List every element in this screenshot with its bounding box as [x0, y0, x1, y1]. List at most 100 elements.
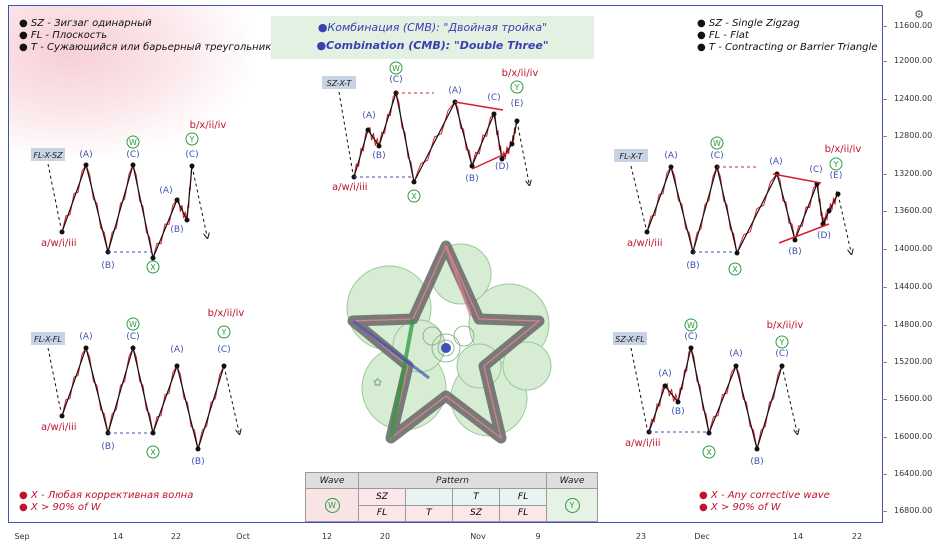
dashed-line: [630, 347, 648, 429]
wave-w-badge: W: [324, 497, 340, 513]
note-item: ● X - Любая коррективная волна: [19, 490, 194, 501]
wave-label: Y: [189, 135, 195, 144]
degree-label: b/x/ii/iv: [767, 320, 804, 331]
y-tick-mark: [882, 437, 887, 438]
pattern-cell: SZ: [358, 488, 406, 506]
degree-label: a/w/i/iii: [41, 238, 77, 249]
wave-label: (A): [729, 349, 742, 359]
x-tick-label: 9: [535, 532, 541, 541]
wave-point: [376, 143, 382, 149]
wave-point: [668, 164, 674, 170]
wave-label: (A): [79, 332, 92, 342]
wave-point: [792, 237, 798, 243]
subwave-line: [493, 113, 503, 160]
dashed-line: [47, 347, 62, 413]
x-tick-label: 22: [170, 532, 182, 541]
title-english: ●Combination (CMB): "Double Three": [316, 39, 549, 52]
subwave-line: [501, 140, 513, 160]
wave-point: [174, 197, 180, 203]
degree-label: a/w/i/iii: [41, 422, 77, 433]
wave-label: X: [150, 263, 156, 272]
subwave-line: [132, 164, 154, 259]
pattern-tag: FL-X-SZ: [33, 151, 63, 160]
wave-label: Y: [779, 338, 785, 347]
wave-label: (B): [686, 261, 699, 271]
wave-line: [61, 162, 193, 261]
wave-point: [491, 111, 497, 117]
wave-point: [174, 363, 180, 369]
price-axis[interactable]: ⚙ 11600.00 12000.00 12400.00 12800.00 13200.…: [882, 0, 932, 521]
wave-label: (D): [495, 162, 509, 172]
subwave-line: [690, 347, 710, 434]
subwave-line: [152, 365, 178, 434]
y-tick-label: 16000.00: [894, 432, 932, 441]
pentagram-emblem: ✿: [346, 240, 552, 444]
wave-circle: [728, 262, 742, 276]
subwave-line: [176, 365, 199, 450]
wave-circle: [775, 335, 789, 349]
wave-label: (A): [769, 157, 782, 167]
wave-label: (B): [465, 174, 478, 184]
x-tick-label: 12: [321, 532, 333, 541]
wave-label: (C): [389, 75, 402, 85]
y-tick-mark: [882, 325, 887, 326]
chart-area[interactable]: ● SZ - Зигзаг одинарный ● FL - Плоскость…: [8, 5, 883, 523]
subwave-line: [648, 385, 666, 433]
x-tick-label: Dec: [694, 532, 710, 541]
pattern-tag-bg: [31, 332, 65, 345]
subwave-line: [378, 92, 397, 147]
legend-russian: ● SZ - Зигзаг одинарный ● FL - Плоскость…: [19, 18, 271, 54]
projection-arrow: [837, 193, 851, 252]
wave-label: W: [713, 139, 721, 148]
subwave-line: [716, 166, 738, 254]
subwave-line: [197, 365, 225, 450]
time-axis[interactable]: Sep 14 22 Oct 12 20 Nov 9 23 Dec 14 22: [0, 522, 932, 550]
wave-label: (C): [684, 332, 697, 342]
wave-label: W: [687, 321, 695, 330]
pattern-tag: SZ-X-FL: [615, 335, 644, 344]
wave-circle: [710, 136, 724, 150]
y-tick-label: 16800.00: [894, 506, 932, 515]
wave-point: [675, 399, 681, 405]
subwave-line: [828, 190, 839, 212]
y-tick-mark: [882, 287, 887, 288]
pattern-table: Wave Pattern Wave W SZ T FL Y FL T SZ FL: [305, 472, 598, 522]
wave-point: [706, 430, 712, 436]
pattern-tag-bg: [614, 149, 648, 162]
wave-label: (C): [809, 165, 822, 175]
gear-icon[interactable]: ⚙: [914, 8, 924, 21]
pattern-cell: FL: [358, 504, 406, 522]
x-tick-label: Sep: [14, 532, 30, 541]
wave-point: [688, 345, 694, 351]
dashed-line: [338, 91, 354, 175]
pattern-tag-bg: [31, 148, 65, 161]
subwave-line: [646, 166, 672, 233]
wave-header-left: Wave: [305, 472, 359, 489]
notes-russian: ● X - Любая коррективная волна ● X > 90%…: [19, 490, 193, 514]
wave-circle: [829, 157, 843, 171]
wave-y-badge: Y: [564, 497, 580, 513]
y-tick-label: 13200.00: [894, 169, 932, 178]
wave-label: Y: [514, 83, 520, 92]
title-box: ●Комбинация (СМВ): "Двойная тройка" ●Com…: [271, 16, 594, 59]
wave-label: W: [129, 138, 137, 147]
wave-circle: [702, 445, 716, 459]
wave-label: (B): [671, 407, 684, 417]
y-tick-label: 14400.00: [894, 282, 932, 291]
projection-arrow: [516, 120, 529, 183]
wave-point: [365, 127, 371, 133]
pattern-header: Pattern: [358, 472, 547, 489]
wave-point: [150, 255, 156, 261]
wave-point: [754, 446, 760, 452]
legend-item: ● SZ - Зигзаг одинарный: [19, 18, 152, 29]
wave-circle: [510, 80, 524, 94]
wave-label: (D): [817, 231, 831, 241]
wave-label: W: [129, 320, 137, 329]
wave-label: (C): [217, 345, 230, 355]
x-tick-label: Nov: [470, 532, 486, 541]
wave-label: (C): [487, 93, 500, 103]
dashed-line: [47, 163, 62, 229]
subwave-line: [664, 382, 679, 403]
triangle-boundary: [454, 101, 504, 111]
wave-label: (C): [710, 151, 723, 161]
